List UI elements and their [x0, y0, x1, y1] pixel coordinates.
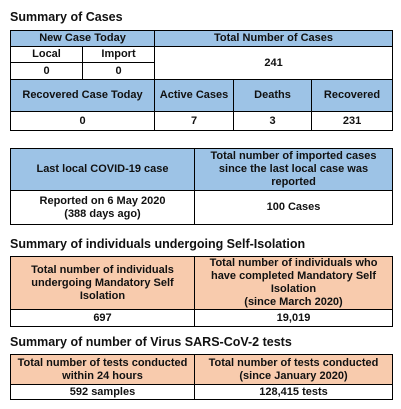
completed-isolation-value: 19,019: [194, 309, 393, 327]
recovered-header: Recovered: [311, 79, 394, 112]
import-value: 0: [81, 62, 156, 80]
new-case-today-header: New Case Today: [9, 30, 156, 47]
recovered-value: 231: [311, 111, 394, 131]
total-cases-value: 241: [154, 46, 394, 80]
undergoing-isolation-header: Total number of individuals undergoing M…: [10, 256, 195, 310]
deaths-header: Deaths: [233, 79, 313, 112]
recovered-today-header: Recovered Case Today: [9, 79, 156, 112]
local-case-table: Last local COVID-19 case Total number of…: [10, 148, 393, 225]
completed-isolation-header: Total number of individuals who have com…: [194, 256, 393, 310]
tests-24h-value: 592 samples: [10, 384, 195, 400]
reported-on-date: Reported on 6 May 2020: [39, 194, 166, 207]
import-label: Import: [81, 46, 156, 63]
days-ago: (388 days ago): [64, 207, 141, 220]
cases-heading: Summary of Cases: [10, 10, 123, 24]
active-cases-header: Active Cases: [154, 79, 235, 112]
tests-since-jan-header: Total number of tests conducted (since J…: [194, 354, 393, 385]
tests-since-jan-value: 128,415 tests: [194, 384, 393, 400]
isolation-table: Total number of individuals undergoing M…: [10, 256, 393, 327]
local-value: 0: [10, 62, 83, 80]
undergoing-isolation-value: 697: [10, 309, 195, 327]
imported-since-value: 100 Cases: [194, 190, 393, 225]
completed-isolation-since: (since March 2020): [244, 296, 343, 308]
imported-since-header: Total number of imported cases since the…: [194, 148, 393, 191]
total-cases-header: Total Number of Cases: [154, 30, 394, 47]
deaths-value: 3: [233, 111, 313, 131]
recovered-today-value: 0: [9, 111, 156, 131]
tests-table: Total number of tests conducted within 2…: [10, 354, 393, 400]
completed-isolation-label: Total number of individuals who have com…: [209, 257, 378, 296]
tests-heading: Summary of number of Virus SARS-CoV-2 te…: [10, 335, 292, 349]
cases-table: New Case Today Total Number of Cases Loc…: [9, 30, 394, 131]
tests-24h-header: Total number of tests conducted within 2…: [10, 354, 195, 385]
active-cases-value: 7: [154, 111, 235, 131]
last-local-case-header: Last local COVID-19 case: [10, 148, 195, 191]
last-local-case-value: Reported on 6 May 2020 (388 days ago): [10, 190, 195, 225]
local-label: Local: [10, 46, 83, 63]
isolation-heading: Summary of individuals undergoing Self-I…: [10, 237, 306, 251]
